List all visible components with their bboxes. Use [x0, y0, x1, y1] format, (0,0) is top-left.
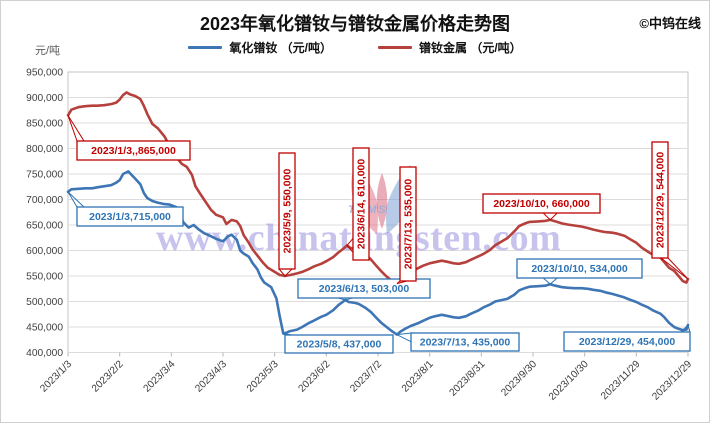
y-axis-unit-label: 元/吨 [35, 45, 61, 57]
legend-item-metal: 镨钕金属 （元/吨） [378, 39, 522, 56]
x-tick-label: 2023/9/30 [499, 359, 539, 399]
annotation-label: 2023/10/10, 660,000 [493, 198, 590, 210]
y-tick-label: 650,000 [26, 221, 63, 232]
annotation-label: 2023/1/3,,865,000 [91, 145, 176, 157]
annotation-leader [278, 268, 286, 277]
annotation-label: 2023/10/10, 534,000 [531, 263, 628, 275]
annotation-leader [549, 212, 558, 221]
y-tick-label: 950,000 [26, 68, 63, 79]
annotation-box-metal [278, 152, 296, 270]
annotation-label: 2023/7/13, 535,000 [403, 179, 415, 270]
annotation-box-metal [399, 166, 417, 282]
x-tick-label: 2023/5/3 [245, 359, 281, 395]
x-tick-label: 2023/6/2 [297, 359, 333, 395]
annotation-leader [67, 115, 85, 142]
annotation-leader [284, 268, 293, 277]
x-tick-label: 2023/2/2 [90, 359, 126, 395]
y-tick-label: 400,000 [26, 348, 63, 359]
chart-legend: 氧化镨钕 （元/吨） 镨钕金属 （元/吨） [1, 39, 709, 56]
copyright-label: ©中钨在线 [639, 16, 701, 31]
x-tick-label: 2023/8/31 [448, 359, 488, 399]
y-tick-label: 800,000 [26, 144, 63, 155]
annotation-leader [67, 115, 78, 142]
legend-label-oxide: 氧化镨钕 （元/吨） [229, 41, 332, 55]
annotation-leader [680, 324, 689, 333]
metal-line-swatch [378, 45, 412, 50]
watermark-logo-center-petal-icon [376, 173, 388, 229]
annotation-box-oxide [284, 334, 394, 354]
annotation-leader [67, 191, 78, 208]
annotation-box-metal [651, 141, 669, 259]
x-tick-label: 2023/8/1 [400, 359, 436, 395]
annotation-label: 2023/5/9, 550,000 [282, 169, 294, 254]
x-tick-label: 2023/4/3 [193, 359, 229, 395]
annotation-label: 2023/7/13, 435,000 [420, 337, 511, 349]
x-tick-label: 2023/3/4 [142, 359, 178, 395]
annotation-leader [687, 324, 691, 333]
annotation-box-oxide [516, 258, 643, 279]
oxide-line [66, 170, 690, 336]
oxide-line-swatch [188, 45, 223, 50]
annotation-box-oxide [563, 331, 691, 352]
annotation-label: 2023/1/3,715,000 [89, 211, 171, 223]
annotation-box-metal [352, 147, 370, 261]
annotation-leader [667, 257, 689, 280]
y-tick-label: 750,000 [26, 170, 63, 181]
annotation-leader [346, 238, 354, 246]
x-tick-label: 2023/11/29 [599, 359, 643, 403]
y-tick-label: 450,000 [26, 323, 63, 334]
annotation-label: 2023/12/29, 454,000 [579, 336, 676, 348]
annotation-label: 2023/12/29, 544,000 [655, 152, 667, 249]
annotation-leader [542, 212, 551, 221]
x-tick-label: 2023/1/3 [38, 359, 74, 395]
annotation-label: 2023/5/8, 437,000 [297, 339, 382, 351]
annotation-box-metal [76, 140, 191, 161]
y-tick-label: 500,000 [26, 297, 63, 308]
annotation-leader [660, 257, 689, 280]
x-tick-label: 2023/7/2 [348, 359, 384, 395]
y-tick-label: 900,000 [26, 93, 63, 104]
y-tick-label: 550,000 [26, 272, 63, 283]
annotation-leader [396, 332, 412, 336]
annotation-box-oxide [76, 206, 184, 227]
annotation-leader [542, 277, 551, 285]
legend-label-metal: 镨钕金属 （元/吨） [419, 41, 522, 55]
annotation-leader [396, 334, 412, 343]
x-tick-label: 2023/10/30 [547, 359, 591, 403]
annotation-leader [346, 245, 354, 253]
annotation-leader [67, 191, 85, 208]
annotation-box-metal [482, 193, 601, 214]
page-title: 2023年氧化镨钕与镨钕金属价格走势图 [199, 14, 511, 34]
x-tick-label: 2023/12/29 [650, 359, 694, 403]
annotation-label: 2023/6/14, 610,000 [356, 159, 368, 250]
annotation-label: 2023/6/13, 503,000 [319, 283, 410, 295]
y-tick-label: 850,000 [26, 119, 63, 130]
y-tick-label: 700,000 [26, 195, 63, 206]
annotation-box-oxide [410, 332, 520, 352]
annotation-leader [549, 277, 558, 285]
legend-item-oxide: 氧化镨钕 （元/吨） [188, 39, 332, 56]
y-tick-label: 600,000 [26, 246, 63, 257]
